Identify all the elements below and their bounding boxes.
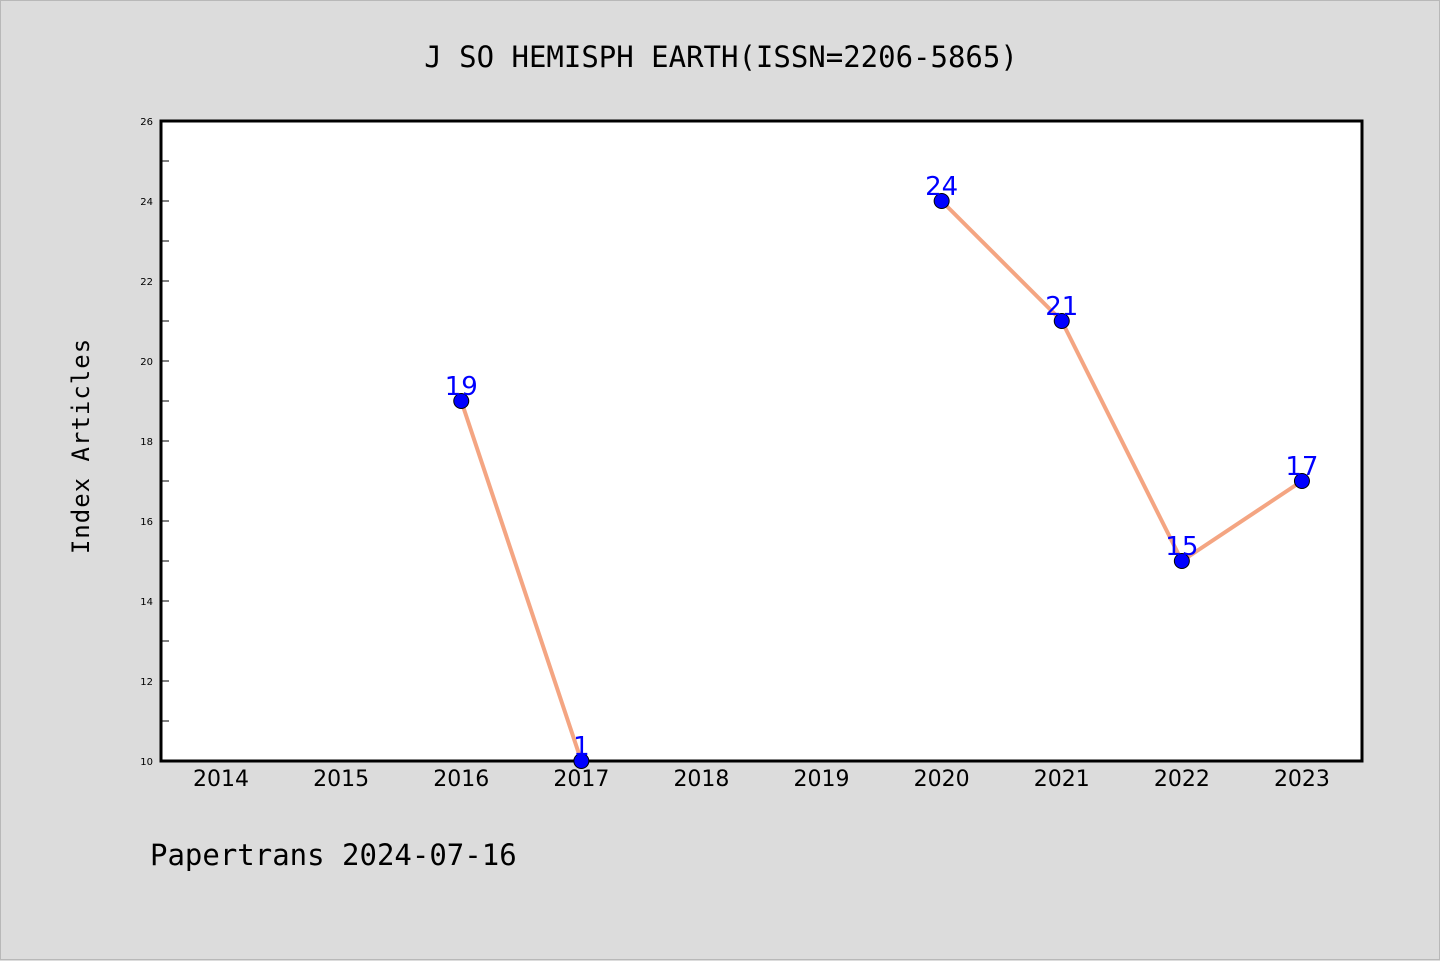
data-point bbox=[573, 753, 590, 769]
y-tick-label: 22 bbox=[140, 277, 153, 288]
y-axis: 10 12 14 16 18 20 22 24 26 bbox=[140, 117, 169, 768]
y-tick-label: 10 bbox=[140, 757, 153, 768]
x-axis: 2014 2015 2016 2017 2018 2019 2020 2021 2022 2023 bbox=[193, 767, 1330, 792]
x-tick-label: 2021 bbox=[1034, 767, 1090, 792]
data-label: 17 bbox=[1285, 452, 1318, 482]
data-label: 19 bbox=[445, 372, 478, 402]
x-tick-label: 2015 bbox=[313, 767, 369, 792]
x-tick-label: 2017 bbox=[553, 767, 609, 792]
data-label: 24 bbox=[925, 172, 958, 202]
x-tick-label: 2023 bbox=[1274, 767, 1330, 792]
x-tick-label: 2016 bbox=[433, 767, 489, 792]
data-point bbox=[933, 193, 950, 209]
y-tick-label: 12 bbox=[140, 677, 153, 688]
y-tick-label: 20 bbox=[140, 357, 153, 368]
x-tick-label: 2019 bbox=[794, 767, 850, 792]
series-lines bbox=[459, 199, 1304, 762]
chart-title: J SO HEMISPH EARTH(ISSN=2206-5865) bbox=[424, 40, 1018, 74]
y-tick-label: 26 bbox=[140, 117, 153, 128]
data-label: 21 bbox=[1045, 292, 1078, 322]
y-tick-label: 14 bbox=[140, 597, 153, 608]
x-tick-label: 2014 bbox=[193, 767, 249, 792]
data-point bbox=[1293, 473, 1310, 489]
y-tick-label: 24 bbox=[140, 197, 153, 208]
y-axis-label: Index Articles bbox=[67, 338, 95, 554]
footer-credit: Papertrans 2024-07-16 bbox=[150, 838, 517, 872]
x-tick-label: 2022 bbox=[1154, 767, 1210, 792]
y-tick-label: 18 bbox=[140, 437, 153, 448]
x-tick-label: 2018 bbox=[673, 767, 729, 792]
series-points bbox=[453, 193, 1310, 769]
y-tick-label: 16 bbox=[140, 517, 153, 528]
data-point bbox=[1053, 313, 1070, 329]
data-label: 15 bbox=[1165, 532, 1198, 562]
data-labels: 19 1 24 21 15 17 bbox=[445, 172, 1319, 762]
data-point bbox=[453, 393, 470, 409]
data-point bbox=[1173, 553, 1190, 569]
plot-area bbox=[159, 119, 1364, 763]
x-tick-label: 2020 bbox=[914, 767, 970, 792]
data-label: 1 bbox=[573, 732, 590, 762]
series-line bbox=[459, 400, 584, 762]
series-line bbox=[940, 199, 1304, 563]
